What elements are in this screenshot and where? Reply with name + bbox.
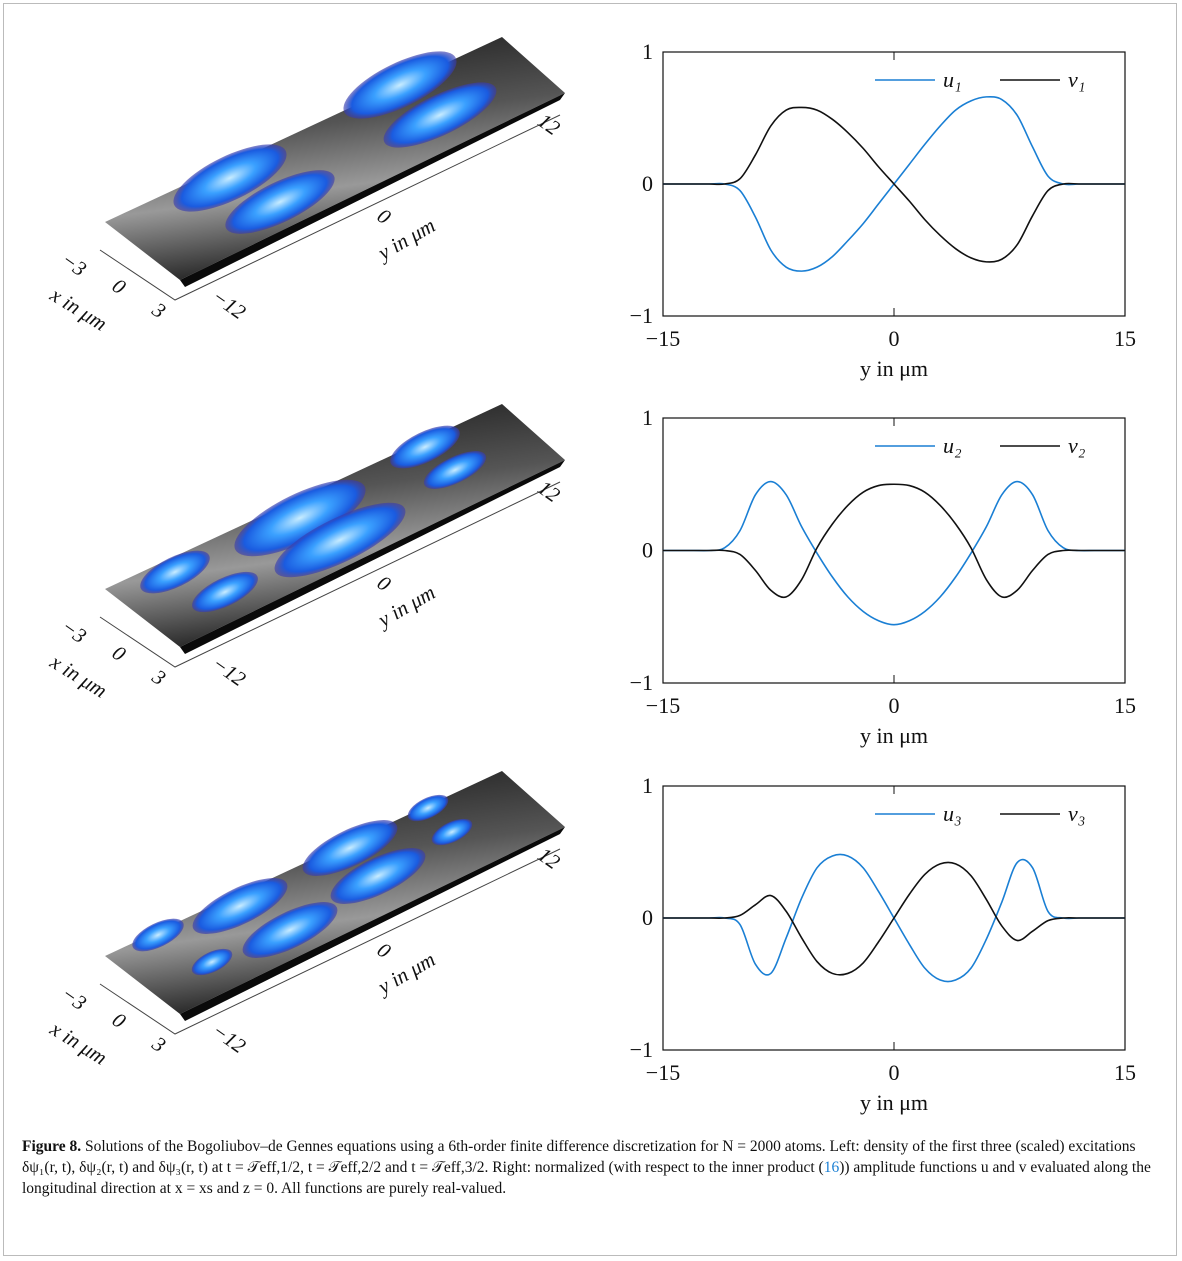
- y-tick-label: 0: [373, 937, 396, 963]
- y-tick-label: 12: [534, 475, 565, 507]
- density-blob: [225, 170, 335, 234]
- x-axis-label: y in μm: [860, 356, 928, 381]
- series-line: [663, 106, 1125, 263]
- y-tick-label: −12: [208, 284, 251, 324]
- density-blob: [140, 550, 210, 594]
- axis-line: [99, 848, 561, 1035]
- density-blob: [343, 51, 457, 119]
- caption-text: Solutions of the Bogoliubov–de Gennes eq…: [22, 1138, 1136, 1176]
- y-tick-label: 12: [534, 842, 565, 874]
- x-tick-label: 15: [1114, 326, 1136, 351]
- x-tick-label: −3: [57, 981, 91, 1015]
- legend-label: u₃: [943, 801, 962, 826]
- y-tick-label: 12: [534, 108, 565, 140]
- y-tick-label: −12: [208, 651, 251, 691]
- x-tick-label: 0: [108, 273, 131, 299]
- x-tick-label: 0: [108, 640, 131, 666]
- y-tick-label: 0: [642, 538, 653, 563]
- x-axis-label: x in μm: [45, 282, 111, 336]
- y-tick-label: 1: [642, 773, 653, 798]
- x-tick-label: −15: [646, 326, 680, 351]
- surface: [105, 37, 565, 280]
- density-blob: [192, 571, 258, 613]
- x-tick-label: −3: [57, 614, 91, 648]
- frame: [3, 3, 1177, 1256]
- x-tick-label: 3: [147, 1031, 170, 1057]
- x-tick-label: 3: [147, 664, 170, 690]
- x-axis-label: x in μm: [45, 649, 111, 703]
- surface-shadow: [180, 460, 565, 654]
- legend-label: v₃: [1068, 801, 1085, 826]
- density-blob: [173, 144, 287, 212]
- y-tick-label: −1: [630, 303, 653, 328]
- density-blob: [192, 878, 288, 934]
- x-axis-label: x in μm: [45, 1016, 111, 1070]
- x-tick-label: −15: [646, 693, 680, 718]
- caption-text: )) amplitude functions u and v evaluated…: [22, 1159, 1151, 1197]
- x-tick-label: −15: [646, 1060, 680, 1085]
- surface-shadow: [180, 93, 565, 287]
- x-tick-label: 0: [889, 693, 900, 718]
- x-tick-label: 3: [147, 297, 170, 323]
- y-tick-label: 0: [642, 905, 653, 930]
- y-tick-label: 1: [642, 405, 653, 430]
- density-blob: [407, 794, 449, 822]
- x-tick-label: 15: [1114, 1060, 1136, 1085]
- x-tick-label: 0: [108, 1007, 131, 1033]
- legend-label: v₁: [1068, 67, 1085, 92]
- y-tick-label: 0: [373, 570, 396, 596]
- x-tick-label: 15: [1114, 693, 1136, 718]
- density-blob: [390, 425, 460, 469]
- series-line: [663, 483, 1125, 599]
- density-blob: [431, 818, 473, 846]
- density-blob: [274, 502, 406, 578]
- y-tick-label: 0: [373, 203, 396, 229]
- surface-shadow: [180, 827, 565, 1021]
- density-blob: [132, 918, 184, 952]
- legend-label: u₁: [943, 67, 962, 92]
- density-blob: [330, 848, 426, 904]
- y-tick-label: −12: [208, 1018, 251, 1058]
- y-tick-label: 0: [642, 171, 653, 196]
- x-tick-label: 0: [889, 326, 900, 351]
- density-blob: [423, 451, 487, 489]
- legend-label: u₂: [943, 433, 962, 458]
- series-line: [663, 480, 1125, 626]
- density-blob: [242, 902, 338, 958]
- plot-frame: [662, 417, 1126, 684]
- y-tick-label: 1: [642, 39, 653, 64]
- density-blob: [234, 479, 366, 557]
- x-tick-label: 0: [889, 1060, 900, 1085]
- y-tick-label: −1: [630, 1037, 653, 1062]
- axis-line: [99, 481, 561, 668]
- x-tick-label: −3: [57, 247, 91, 281]
- axis-line: [99, 114, 561, 301]
- density-blob: [302, 820, 398, 876]
- caption: Figure 8. Solutions of the Bogoliubov–de…: [22, 1136, 1162, 1199]
- caption-label: Figure 8.: [22, 1138, 82, 1155]
- density-blob: [383, 82, 497, 148]
- series-line: [663, 861, 1125, 976]
- x-axis-label: y in μm: [860, 1090, 928, 1115]
- density-blob: [191, 948, 233, 976]
- caption-ref[interactable]: 16: [823, 1159, 840, 1176]
- legend-label: v₂: [1068, 433, 1086, 458]
- y-tick-label: −1: [630, 670, 653, 695]
- x-axis-label: y in μm: [860, 723, 928, 748]
